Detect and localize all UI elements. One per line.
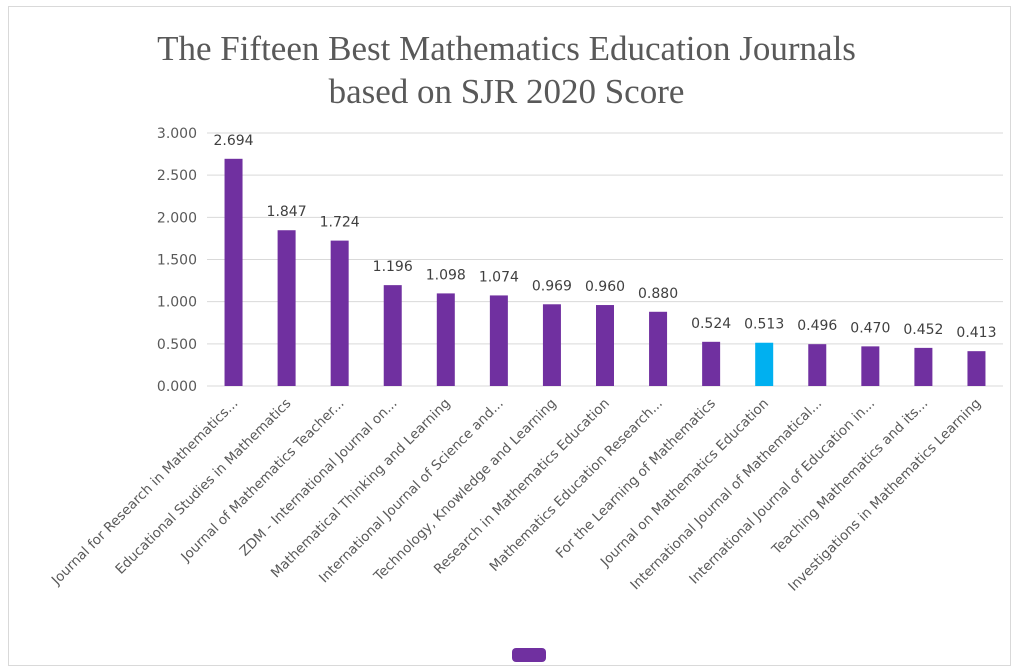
chart-title: The Fifteen Best Mathematics Education J… xyxy=(157,29,856,68)
y-tick-label: 2.500 xyxy=(157,168,197,184)
data-label: 0.452 xyxy=(903,322,943,338)
y-axis-ticks: 0.000 0.500 1.000 1.500 2.000 2.500 3.000 xyxy=(157,126,197,395)
bar xyxy=(436,293,455,386)
data-label: 1.074 xyxy=(479,269,519,285)
bar xyxy=(967,351,986,386)
bar xyxy=(224,158,243,386)
data-label: 1.847 xyxy=(267,204,307,220)
y-tick-label: 1.000 xyxy=(157,295,197,311)
bar xyxy=(649,311,668,386)
category-label: International Journal of Education in... xyxy=(686,396,878,588)
data-label: 1.724 xyxy=(320,215,360,231)
data-label: 0.880 xyxy=(638,286,678,302)
data-label: 1.196 xyxy=(373,259,413,275)
bar xyxy=(914,347,933,386)
bar xyxy=(702,341,721,386)
bar xyxy=(755,342,774,386)
data-label: 2.694 xyxy=(213,133,253,149)
data-label: 0.413 xyxy=(956,325,996,341)
category-label: Journal for Research in Mathematics... xyxy=(48,396,241,589)
bar xyxy=(489,295,508,386)
data-label: 0.960 xyxy=(585,279,625,295)
bars xyxy=(224,158,986,386)
category-label: International Journal of Mathematical... xyxy=(627,396,825,594)
data-label: 0.513 xyxy=(744,317,784,333)
chart-subtitle: based on SJR 2020 Score xyxy=(328,72,685,111)
y-tick-label: 1.500 xyxy=(157,253,197,269)
data-label: 1.098 xyxy=(426,267,466,283)
bar xyxy=(383,285,402,386)
data-label: 0.470 xyxy=(850,320,890,336)
bar xyxy=(808,344,827,386)
bar xyxy=(277,230,296,386)
legend-swatch xyxy=(512,648,546,662)
data-label: 0.969 xyxy=(532,278,572,294)
bar xyxy=(596,305,614,386)
category-label: Technology, Knowledge and Learning xyxy=(370,396,560,586)
y-tick-label: 3.000 xyxy=(157,126,197,142)
y-tick-label: 2.000 xyxy=(157,210,197,226)
data-label: 0.524 xyxy=(691,316,731,332)
category-label: International Journal of Science and... xyxy=(316,396,507,587)
category-label: Investigations in Mathematics Learning xyxy=(785,396,984,595)
data-label: 0.496 xyxy=(797,318,837,334)
y-tick-label: 0.500 xyxy=(157,337,197,353)
bar xyxy=(542,304,561,386)
data-labels: 2.694 1.847 1.724 1.196 1.098 1.074 0.969 0.960… xyxy=(213,133,996,341)
bar xyxy=(861,346,880,386)
y-tick-label: 0.000 xyxy=(157,379,197,395)
bar xyxy=(330,240,349,386)
category-labels: Journal for Research in Mathematics...Ed… xyxy=(48,396,984,595)
chart-frame xyxy=(8,6,1011,666)
